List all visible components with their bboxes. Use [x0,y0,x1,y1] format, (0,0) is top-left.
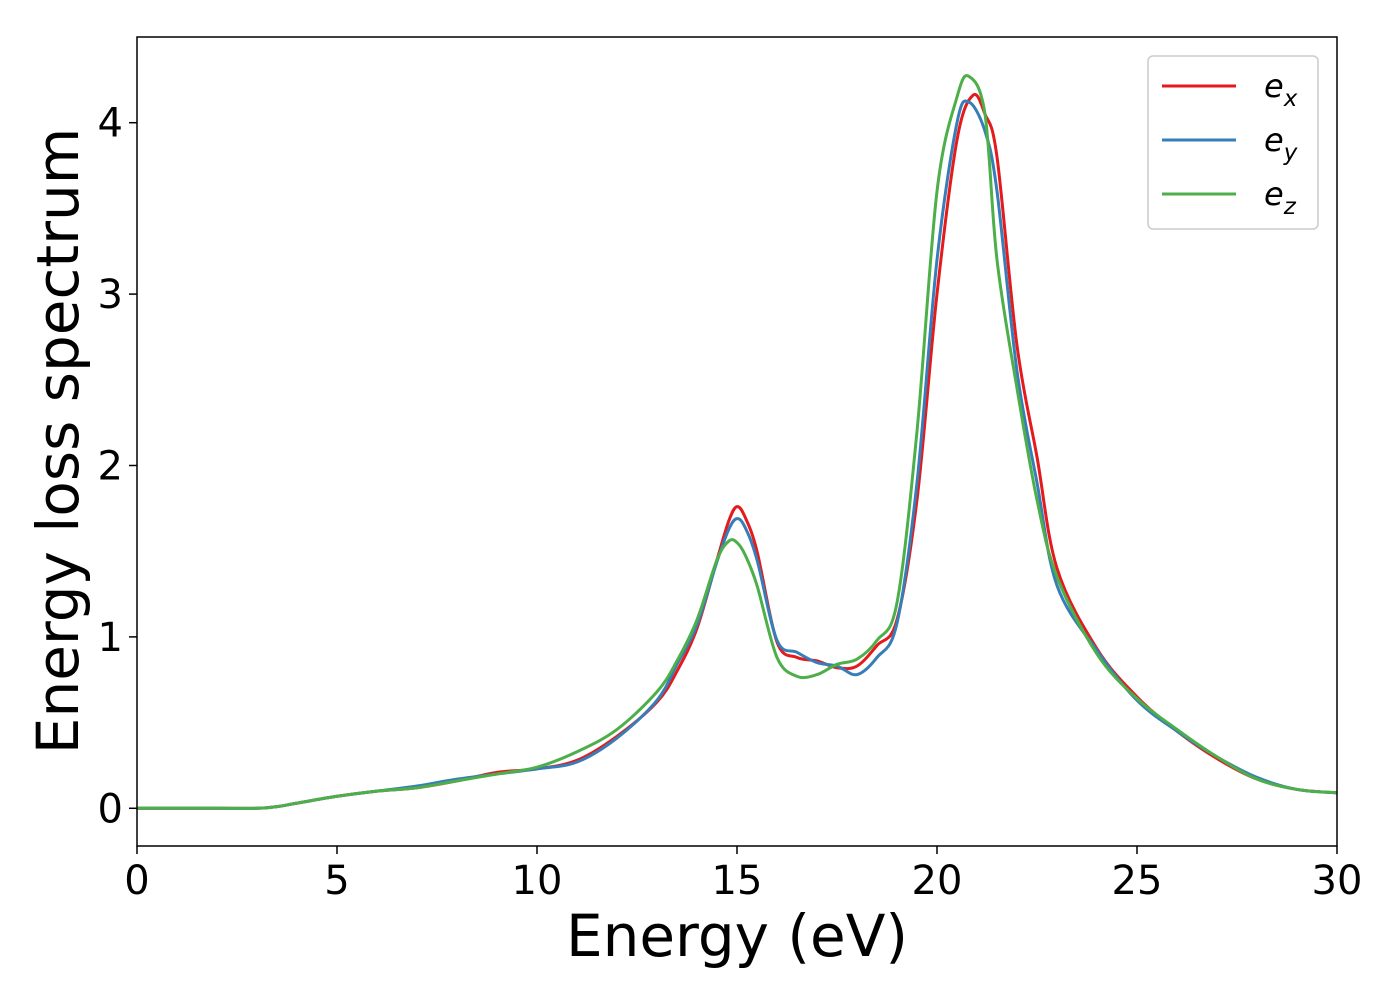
x-tick-label: 15 [712,858,763,904]
series-line-ez [137,74,1338,810]
legend-label-ex: ex [1264,67,1298,112]
y-tick-label: 2 [98,443,123,489]
y-tick-label: 1 [98,615,123,661]
y-tick-label: 4 [98,101,123,147]
x-axis: 0 5 10 15 20 25 30 [124,846,1362,904]
legend-label-ey: ey [1264,121,1298,166]
x-tick-label: 30 [1312,858,1363,904]
y-tick-label: 0 [98,786,123,832]
x-tick-label: 0 [124,858,149,904]
legend-subscript: z [1283,194,1297,220]
x-tick-label: 5 [324,858,349,904]
legend-box [1147,55,1319,230]
x-tick-label: 25 [1112,858,1163,904]
legend-subscript: x [1283,86,1298,112]
y-axis: 0 1 2 3 4 [98,101,137,832]
x-tick-label: 20 [912,858,963,904]
legend-subscript: y [1283,140,1298,166]
y-axis-label: Energy loss spectrum [24,128,92,754]
x-tick-label: 10 [512,858,563,904]
series-layer [137,74,1338,810]
y-tick-label: 3 [98,272,123,318]
x-axis-label: Energy (eV) [566,902,908,970]
